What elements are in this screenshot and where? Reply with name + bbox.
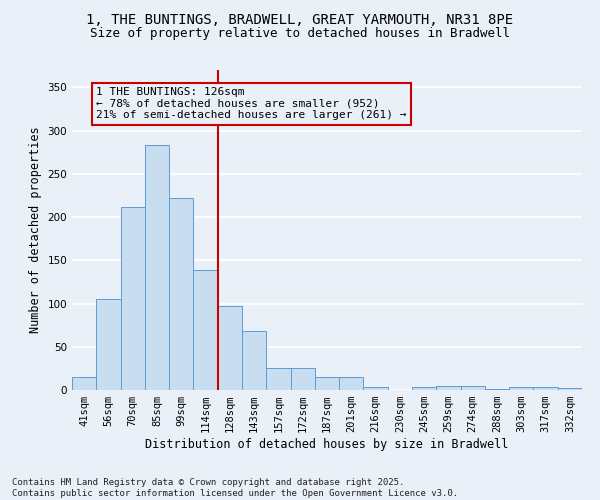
Bar (533, 386, 558, 390)
Bar (436, 386, 461, 390)
Bar (315, 377, 339, 390)
Bar (558, 388, 582, 390)
Text: Contains HM Land Registry data © Crown copyright and database right 2025.
Contai: Contains HM Land Registry data © Crown c… (12, 478, 458, 498)
Bar (121, 206, 145, 390)
Bar (412, 388, 436, 390)
Text: Size of property relative to detached houses in Bradwell: Size of property relative to detached ho… (90, 28, 510, 40)
Bar (96, 299, 121, 390)
Bar (364, 388, 388, 390)
Bar (145, 145, 169, 390)
X-axis label: Distribution of detached houses by size in Bradwell: Distribution of detached houses by size … (145, 438, 509, 451)
Bar (290, 368, 315, 390)
Bar (193, 270, 218, 390)
Bar (242, 331, 266, 390)
Text: 1, THE BUNTINGS, BRADWELL, GREAT YARMOUTH, NR31 8PE: 1, THE BUNTINGS, BRADWELL, GREAT YARMOUT… (86, 12, 514, 26)
Bar (461, 386, 485, 390)
Bar (509, 388, 533, 390)
Bar (266, 368, 290, 390)
Text: 1 THE BUNTINGS: 126sqm
← 78% of detached houses are smaller (952)
21% of semi-de: 1 THE BUNTINGS: 126sqm ← 78% of detached… (96, 88, 407, 120)
Y-axis label: Number of detached properties: Number of detached properties (29, 126, 42, 334)
Bar (218, 306, 242, 390)
Bar (169, 198, 193, 390)
Bar (339, 377, 364, 390)
Bar (485, 389, 509, 390)
Bar (72, 377, 96, 390)
